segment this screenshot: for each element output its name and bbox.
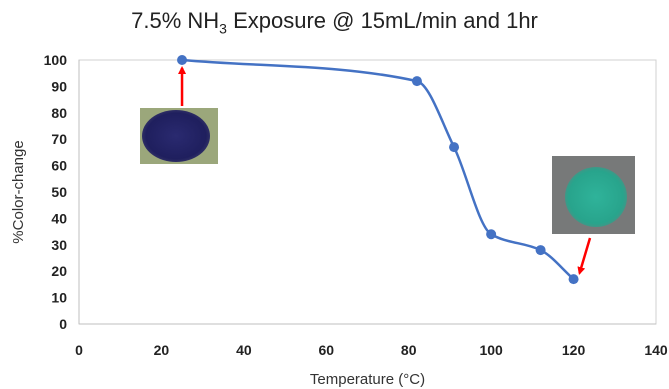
title-prefix: 7.5% NH [131, 8, 220, 33]
y-tick-label: 100 [44, 52, 68, 68]
data-point [568, 274, 579, 285]
y-tick-label: 10 [51, 290, 67, 306]
y-tick-label: 90 [51, 78, 67, 94]
chart-title: 7.5% NH3 Exposure @ 15mL/min and 1hr [0, 8, 669, 36]
x-tick-label: 80 [401, 342, 417, 358]
y-tick-label: 80 [51, 105, 67, 121]
y-axis-title: %Color-change [10, 140, 27, 243]
y-tick-label: 0 [59, 316, 67, 332]
title-subscript: 3 [219, 20, 227, 37]
data-point [486, 229, 497, 240]
x-axis-title: Temperature (°C) [310, 371, 425, 388]
dark-blue-sample-photo [140, 108, 218, 164]
data-point [177, 55, 188, 65]
x-tick-label: 140 [644, 342, 668, 358]
teal-sample-photo [552, 156, 635, 234]
series-line [181, 58, 575, 281]
y-tick-label: 30 [51, 237, 67, 253]
y-tick-label: 50 [51, 184, 67, 200]
y-tick-label: 60 [51, 158, 67, 174]
x-tick-label: 0 [75, 342, 83, 358]
data-point [535, 245, 546, 256]
x-tick-label: 100 [479, 342, 503, 358]
y-tick-label: 40 [51, 210, 67, 226]
title-suffix: Exposure @ 15mL/min and 1hr [226, 8, 538, 33]
data-point [449, 142, 460, 153]
x-tick-label: 40 [236, 342, 252, 358]
data-point [411, 76, 422, 87]
x-tick-labels: 0 20 40 60 80 100 120 140 [75, 342, 668, 358]
data-points [177, 55, 579, 285]
y-tick-label: 70 [51, 131, 67, 147]
annotation-arrow-teal [577, 237, 592, 276]
y-tick-label: 20 [51, 263, 67, 279]
x-tick-label: 60 [318, 342, 334, 358]
x-tick-label: 120 [562, 342, 586, 358]
y-tick-labels: 0 10 20 30 40 50 60 70 80 90 100 [44, 52, 68, 332]
x-tick-label: 20 [154, 342, 170, 358]
